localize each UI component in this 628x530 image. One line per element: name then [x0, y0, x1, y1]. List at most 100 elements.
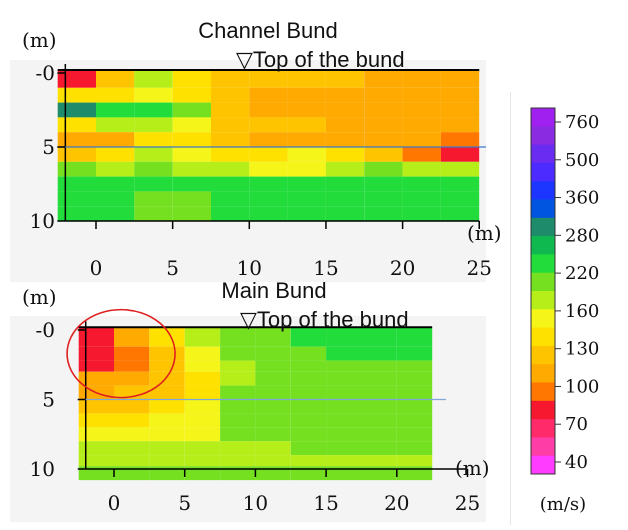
heatmap-cell [361, 327, 397, 347]
heatmap-cell [220, 413, 256, 428]
heatmap-cell [149, 346, 185, 361]
heatmap-cell [361, 455, 397, 467]
heatmap-cell [326, 427, 362, 442]
main-bund-ylabel: (m) [22, 285, 57, 309]
x-tick-label: 10 [237, 256, 262, 280]
heatmap-cell [325, 87, 365, 103]
heatmap-cell [220, 427, 256, 442]
colorbar-svg: 760 500 360 280 220 160 130 100 70 40 (m/s) [530, 107, 599, 515]
heatmap-cell [78, 371, 114, 386]
heatmap-cell [172, 132, 211, 147]
heatmap-cell [325, 102, 365, 118]
heatmap-cell [78, 427, 114, 442]
heatmap-cell [211, 132, 250, 147]
heatmap-cell [184, 371, 221, 386]
heatmap-cell [220, 455, 256, 467]
heatmap-cell [287, 161, 326, 177]
colorbar-swatch [531, 126, 555, 146]
colorbar-tick-label: 500 [565, 150, 599, 171]
heatmap-cell [402, 132, 441, 147]
heatmap-cell [220, 360, 256, 372]
heatmap-cell [211, 147, 250, 162]
heatmap-cell [361, 399, 397, 414]
colorbar-swatch [531, 309, 555, 329]
colorbar-swatch [531, 199, 555, 219]
heatmap-cell [287, 102, 326, 118]
heatmap-cell [326, 360, 362, 372]
heatmap-cell [96, 117, 135, 133]
heatmap-cell [255, 360, 291, 372]
heatmap-cell [290, 385, 327, 400]
heatmap-cell [325, 132, 365, 147]
heatmap-cell [249, 87, 288, 103]
heatmap-cell [440, 176, 480, 192]
heatmap-cell [440, 147, 480, 162]
y-tick-label: 5 [42, 388, 55, 412]
heatmap-cell [220, 441, 256, 456]
colorbar-swatch [531, 272, 555, 292]
heatmap-cell [325, 206, 365, 221]
x-tick-label: 10 [243, 491, 268, 515]
y-tick-label: -0 [36, 61, 55, 85]
heatmap-cell [287, 70, 326, 88]
colorbar-panel: 760 500 360 280 220 160 130 100 70 40 (m/s) [510, 92, 628, 525]
heatmap-cell [255, 413, 291, 428]
heatmap-cell [211, 70, 250, 88]
heatmap-cell [78, 455, 114, 467]
heatmap-cell [57, 161, 96, 177]
heatmap-cell [184, 455, 221, 467]
heatmap-cell [78, 413, 114, 428]
colorbar-tick-label: 40 [565, 452, 588, 473]
heatmap-cell [134, 70, 173, 88]
colorbar-swatches [530, 107, 556, 475]
y-tick-label: 10 [30, 209, 55, 233]
channel-bund-xlabel: (m) [467, 221, 502, 245]
heatmap-cell [211, 206, 250, 221]
heatmap-cell [290, 441, 327, 456]
heatmap-cell [57, 117, 96, 133]
heatmap-cell [149, 427, 185, 442]
heatmap-cell [402, 70, 441, 88]
heatmap-cell [172, 176, 211, 192]
heatmap-cell [149, 455, 185, 467]
heatmap-cell [96, 70, 135, 88]
y-tick-label: 10 [30, 457, 55, 481]
colorbar-labels: 760 500 360 280 220 160 130 100 70 40 [555, 112, 599, 473]
heatmap-cell [220, 385, 256, 400]
heatmap-cell [249, 147, 288, 162]
heatmap-cell [255, 427, 291, 442]
heatmap-cell [184, 385, 221, 400]
heatmap-cell [149, 371, 185, 386]
x-tick-label: 0 [108, 491, 121, 515]
x-tick-label: 5 [166, 256, 179, 280]
heatmap-cell [249, 206, 288, 221]
heatmap-cell [396, 371, 433, 386]
heatmap-cell [440, 206, 480, 221]
heatmap-cell [114, 327, 150, 347]
y-tick-label: -0 [36, 318, 55, 342]
heatmap-cell [290, 360, 327, 372]
x-tick-label: 25 [455, 491, 480, 515]
heatmap-cell [78, 346, 114, 361]
heatmap-cell [361, 371, 397, 386]
heatmap-cell [249, 117, 288, 133]
heatmap-cell [287, 117, 326, 133]
colorbar-tick-label: 130 [565, 339, 599, 360]
x-tick-label: 25 [467, 256, 492, 280]
heatmap-cell [255, 441, 291, 456]
heatmap-cell [325, 117, 365, 133]
heatmap-cell [114, 346, 150, 361]
heatmap-cell [440, 102, 480, 118]
main-bund-title: Main Bund [221, 278, 326, 303]
heatmap-cell [184, 441, 221, 456]
x-tick-label: 20 [390, 256, 415, 280]
main-bund-chart: -0 5 10 0 5 10 15 20 25 [30, 308, 480, 515]
heatmap-cell [364, 102, 403, 118]
heatmap-cell [57, 87, 96, 103]
heatmap-cell [290, 371, 327, 386]
heatmap-cell [364, 117, 403, 133]
heatmap-cell [220, 327, 256, 347]
heatmap-cell [287, 206, 326, 221]
x-tick-label: 15 [313, 256, 338, 280]
colorbar-swatch [531, 108, 555, 127]
